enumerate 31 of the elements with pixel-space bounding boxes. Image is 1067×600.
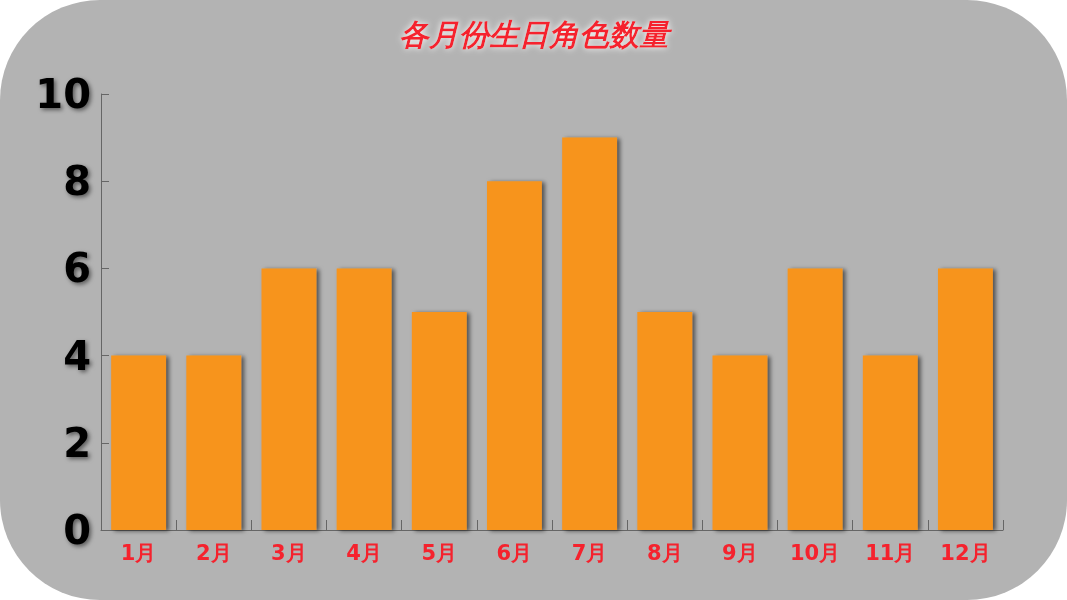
y-tick-label: 4	[63, 332, 91, 379]
y-tick-label: 0	[63, 507, 91, 553]
bar	[862, 355, 918, 530]
y-tick-label: 8	[63, 158, 91, 205]
y-tick-label: 6	[63, 245, 91, 292]
bar	[111, 355, 167, 530]
chart-title: 各月份生日角色数量	[398, 16, 673, 52]
bar	[562, 137, 618, 530]
x-tick-label: 4月	[346, 540, 382, 565]
bar	[261, 268, 317, 530]
bar	[411, 312, 467, 530]
bar	[486, 181, 542, 530]
bar	[637, 312, 693, 530]
bar	[186, 355, 242, 530]
y-tick-label: 2	[63, 419, 91, 466]
x-tick-label: 8月	[646, 540, 683, 565]
bar	[787, 268, 843, 530]
bar	[336, 268, 392, 530]
x-tick-label: 9月	[722, 540, 758, 565]
x-tick-label: 12月	[940, 540, 991, 565]
x-tick-label: 6月	[496, 540, 533, 565]
x-tick-label: 10月	[789, 540, 841, 565]
x-tick-label: 1月	[120, 540, 157, 565]
x-tick-label: 3月	[271, 540, 307, 565]
y-tick-label: 10	[35, 71, 91, 117]
x-tick-label: 2月	[195, 540, 232, 565]
x-tick-label: 5月	[421, 540, 458, 565]
bar	[937, 268, 993, 530]
x-tick-label: 11月	[865, 540, 916, 565]
x-tick-label: 7月	[571, 540, 608, 565]
bar	[712, 355, 768, 530]
